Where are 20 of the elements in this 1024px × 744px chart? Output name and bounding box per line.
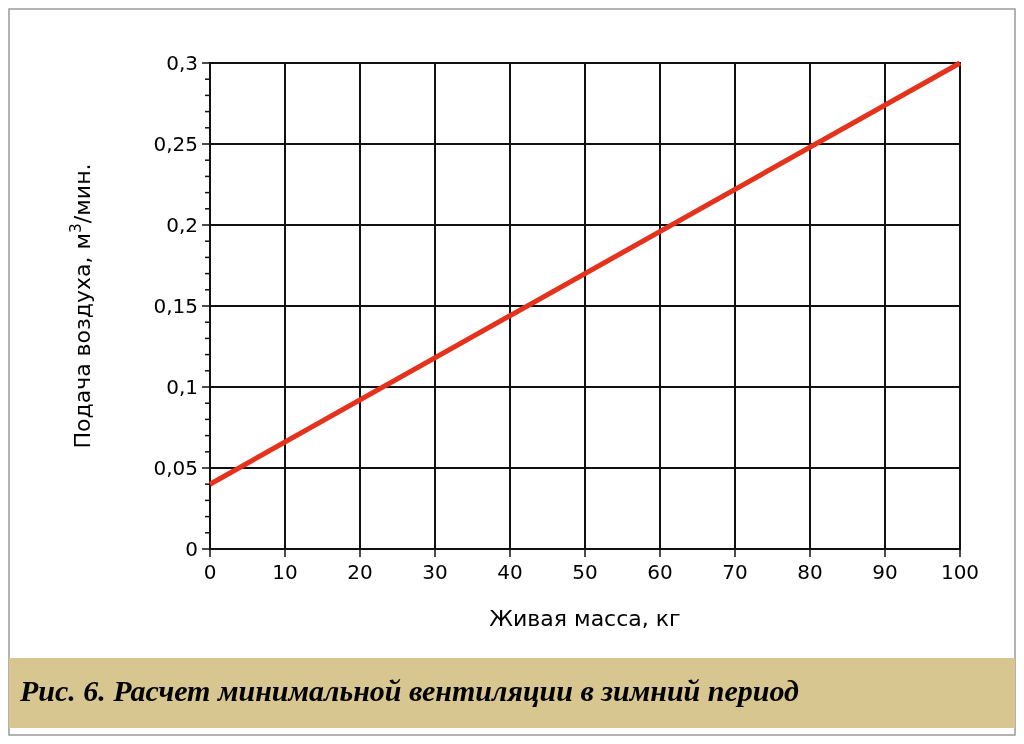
x-tick-label: 0 [203, 560, 217, 584]
x-tick-label: 40 [497, 560, 523, 584]
y-tick-label: 0 [185, 537, 198, 561]
y-tick-label: 0,05 [153, 456, 198, 480]
x-tick-label: 10 [272, 560, 298, 584]
x-tick-label: 100 [940, 560, 980, 584]
text: Рис. 6. Расчет минимальной вентиляции в зимний период [19, 674, 800, 707]
y-tick-label: 0,1 [166, 375, 198, 399]
x-tick-label: 50 [572, 560, 598, 584]
x-tick-label: 60 [647, 560, 673, 584]
x-tick-label: 70 [722, 560, 748, 584]
x-tick-label: 30 [422, 560, 448, 584]
x-axis-title: Живая масса, кг [489, 606, 681, 631]
x-tick-label: 90 [872, 560, 898, 584]
y-tick-label: 0,15 [153, 294, 198, 318]
x-tick-label: 80 [797, 560, 823, 584]
y-tick-label: 0,2 [166, 213, 198, 237]
y-tick-label: 0,3 [166, 51, 198, 75]
x-tick-label: 20 [347, 560, 373, 584]
y-tick-label: 0,25 [153, 132, 198, 156]
